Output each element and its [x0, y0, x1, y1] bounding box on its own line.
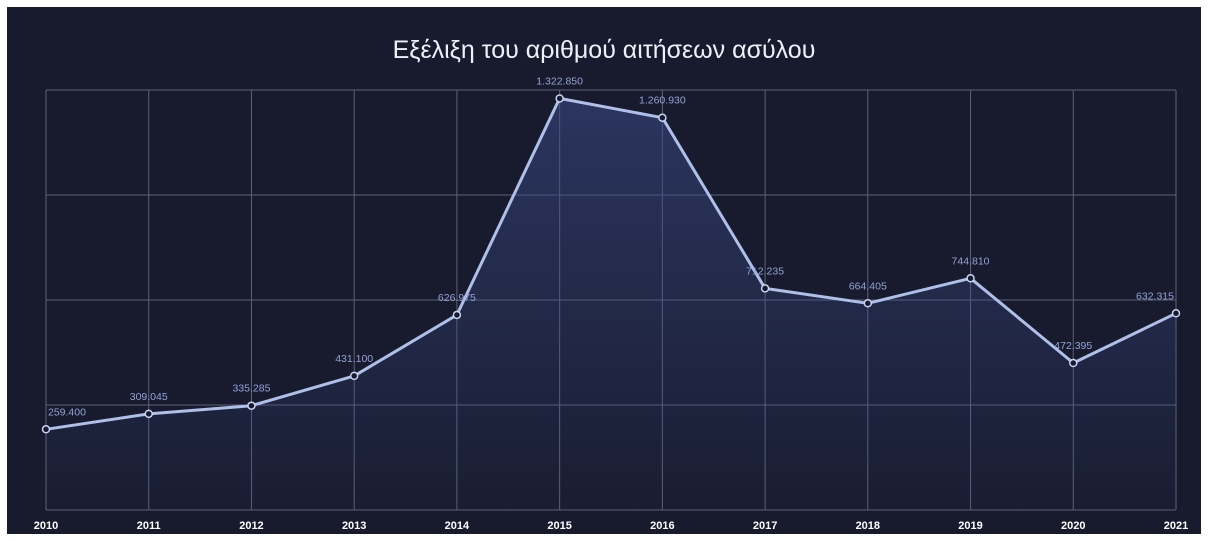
line-chart: Εξέλιξη του αριθμού αιτήσεων ασύλου 259.… [34, 36, 1188, 532]
data-point [1171, 309, 1181, 318]
data-label: 472.395 [1054, 340, 1092, 352]
data-label: 335.285 [232, 383, 270, 395]
data-point [760, 284, 770, 293]
data-label: 1.322.850 [536, 75, 583, 87]
data-label: 259.400 [48, 406, 86, 418]
data-point [966, 274, 975, 283]
data-label: 712.235 [746, 265, 784, 277]
x-tick-label: 2020 [1061, 520, 1085, 532]
data-point [144, 409, 153, 419]
data-point [1069, 358, 1078, 368]
x-tick-label: 2011 [137, 520, 161, 532]
x-tick-label: 2019 [958, 520, 982, 532]
x-tick-label: 2018 [856, 520, 880, 532]
series-line [45, 96, 1177, 431]
x-tick-label: 2015 [547, 520, 571, 532]
x-tick-label: 2021 [1164, 520, 1188, 532]
data-labels: 259.400 309.045 335.285 431.100 626.975 1.322… [48, 75, 1174, 418]
data-point [658, 113, 667, 122]
data-point [452, 310, 462, 320]
data-point [247, 401, 256, 410]
data-label: 664.405 [849, 280, 887, 292]
data-point [349, 371, 359, 381]
data-label: 626.975 [438, 292, 476, 304]
chart-title: Εξέλιξη του αριθμού αιτήσεων ασύλου [393, 36, 816, 64]
data-point [41, 425, 51, 434]
data-label: 1.260.930 [639, 95, 686, 107]
area-fill [46, 98, 1176, 511]
x-tick-label: 2013 [342, 520, 366, 532]
data-label: 309.045 [130, 391, 168, 403]
x-tick-label: 2017 [753, 520, 777, 532]
data-point [863, 299, 873, 308]
x-tick-label: 2014 [445, 520, 470, 532]
data-label: 744.810 [952, 255, 990, 267]
x-tick-label: 2012 [239, 520, 263, 532]
data-label: 431.100 [335, 353, 373, 365]
x-tick-labels: 2010 2011 2012 2013 2014 2015 2016 2017 2018 2019… [34, 520, 1188, 532]
chart-frame: Εξέλιξη του αριθμού αιτήσεων ασύλου 259.… [7, 7, 1201, 534]
data-label: 632.315 [1136, 290, 1174, 302]
data-point [555, 94, 564, 103]
x-tick-label: 2010 [34, 520, 58, 532]
x-tick-label: 2016 [650, 520, 674, 532]
data-points [41, 94, 1181, 434]
